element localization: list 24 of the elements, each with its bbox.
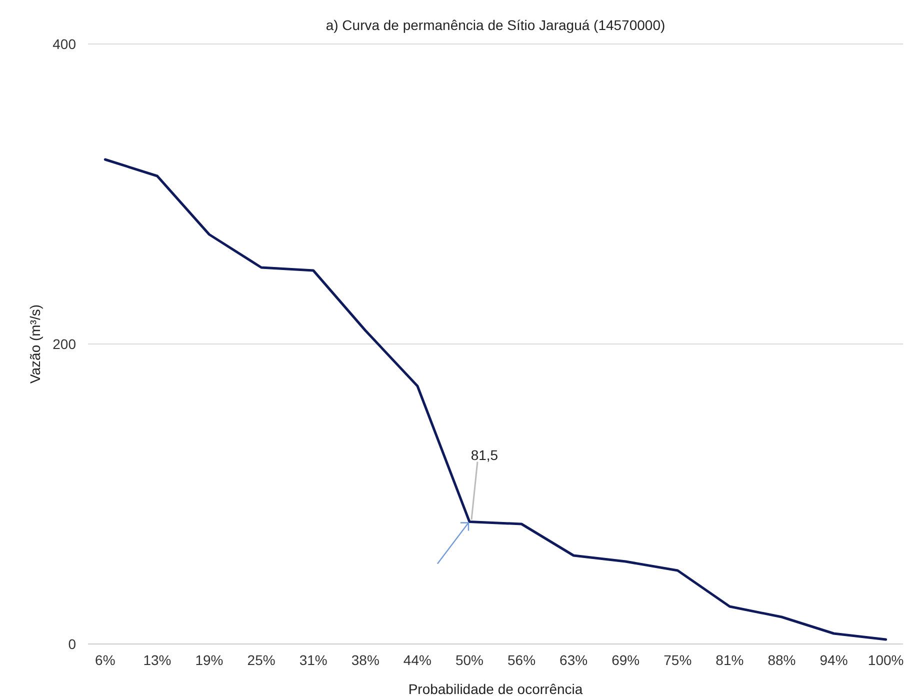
x-tick-label: 69% (612, 652, 640, 668)
y-tick-label: 0 (68, 636, 76, 652)
x-tick-label: 19% (195, 652, 224, 668)
x-tick-label: 6% (95, 652, 116, 668)
x-tick-label: 38% (351, 652, 380, 668)
x-tick-label: 81% (716, 652, 744, 668)
y-tick-label: 200 (52, 336, 76, 352)
x-tick-label: 13% (143, 652, 172, 668)
y-axis-title: Vazão (m³/s) (27, 304, 43, 384)
chart-title: a) Curva de permanência de Sítio Jaraguá (14570000) (326, 17, 666, 33)
annotation: 81,5 (470, 446, 498, 463)
x-tick-label: 63% (560, 652, 588, 668)
x-tick-label: 94% (820, 652, 848, 668)
x-tick-label: 44% (403, 652, 432, 668)
x-tick-label: 31% (299, 652, 328, 668)
x-axis-title: Probabilidade de ocorrência (408, 681, 583, 697)
x-tick-label: 100% (868, 652, 904, 668)
x-tick-label: 50% (455, 652, 484, 668)
x-tick-label: 88% (768, 652, 796, 668)
x-tick-label: 25% (247, 652, 276, 668)
line-series (104, 158, 888, 641)
x-tick-label: 56% (508, 652, 536, 668)
y-tick-label: 400 (52, 36, 76, 52)
x-tick-label: 75% (664, 652, 692, 668)
